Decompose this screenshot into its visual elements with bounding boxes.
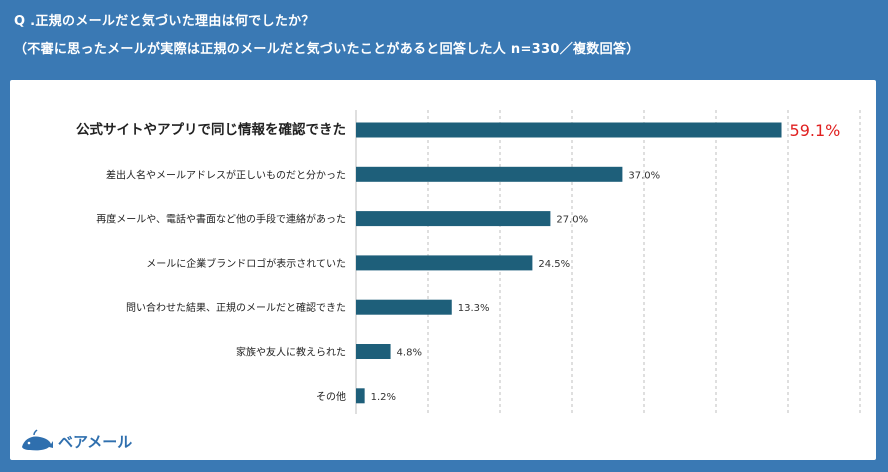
brand-logo: ベアメール [20,428,132,454]
bar [356,211,551,227]
bar [356,388,365,404]
value-label: 24.5% [538,259,570,270]
bar [356,255,533,271]
chart-panel: 公式サイトやアプリで同じ情報を確認できた 59.1% 差出人名やメールアドレスが正し… [10,80,876,460]
category-label: 差出人名やメールアドレスが正しいものだと分かった [106,168,346,181]
bar [356,344,391,359]
whale-icon [22,429,53,451]
question-subtitle: （不審に思ったメールが実際は正規のメールだと気づいたことがあると回答した人 n=… [14,42,640,57]
bar [356,299,452,315]
category-label: メールに企業ブランドロゴが表示されていた [146,257,346,270]
bar [356,166,623,182]
question-title: Q .正規のメールだと気づいた理由は何でしたか？ [14,14,315,29]
category-label: 公式サイトやアプリで同じ情報を確認できた [76,121,346,138]
brand-logo-text: ベアメール [58,432,133,451]
category-label: その他 [316,390,346,403]
value-label: 1.2% [371,392,396,403]
category-label: 問い合わせた結果、正規のメールだと確認できた [126,301,346,314]
value-label: 27.0% [556,215,588,226]
value-label: 37.0% [628,170,660,181]
category-label: 再度メールや、電話や書面など他の手段で連絡があった [96,213,346,226]
value-label: 4.8% [397,348,422,359]
category-label: 家族や友人に教えられた [236,346,346,359]
value-label: 13.3% [458,303,490,314]
bar [356,122,782,138]
value-label: 59.1% [790,121,841,140]
bar-chart: 公式サイトやアプリで同じ情報を確認できた 59.1% 差出人名やメールアドレスが正し… [76,110,861,414]
